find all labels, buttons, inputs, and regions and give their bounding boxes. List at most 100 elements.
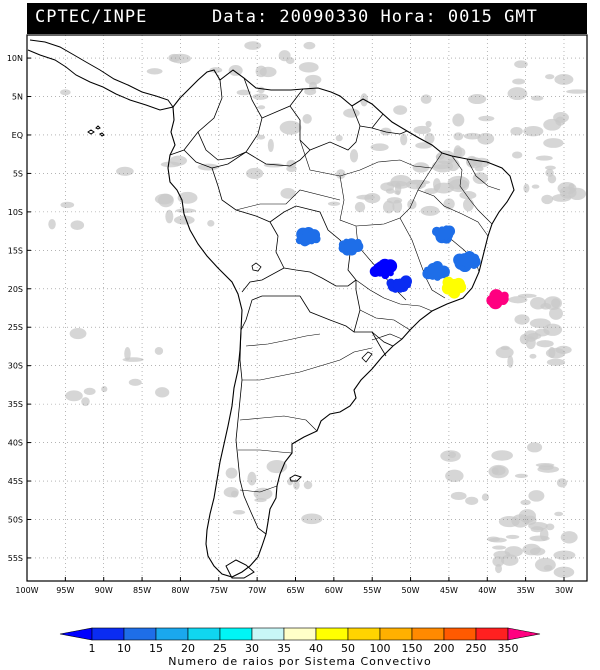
convective-system [377,263,390,276]
convective-system [446,281,459,294]
cloud-patch [477,132,495,145]
central-america-outline [27,39,174,111]
cloud-patch [364,193,381,204]
lat-label: 10N [7,54,23,63]
lat-label: 10S [8,208,23,217]
cloud-patch [225,467,238,479]
colorbar-label: 25 [213,642,227,655]
cloud-patch [466,155,478,167]
lat-label: EQ [12,131,23,140]
cloud-patch [450,491,467,501]
map-axes: 10N 5N EQ 5S 10S 15S 20S 25S 30S 35S 40S 45S 50S 55S 1… [7,34,588,595]
cloud-patch [553,550,576,560]
cloud-patch [122,357,144,362]
cloud-patch [70,220,85,230]
lon-label: 30W [555,586,573,595]
cloud-patch [468,94,487,105]
colorbar-label: 30 [245,642,259,655]
cloud-patch [535,155,553,161]
cloud-patch [266,459,288,474]
cloud-patch [382,200,395,214]
convective-system [301,232,313,245]
lon-label: 40W [478,586,496,595]
colorbar-segment [443,627,477,641]
cloud-patch [545,347,566,359]
cloud-patch [433,182,455,194]
cloud-patch [287,478,294,486]
cloud-patch [207,220,215,227]
cloud-patch [529,318,551,329]
cloud-patch [551,298,561,308]
cloud-patch [551,194,572,202]
cloud-patch [303,41,316,50]
cloud-patch [425,120,432,128]
cloud-patch [101,385,108,393]
cloud-patch [474,166,484,172]
colorbar-segment [315,627,349,641]
cloud-patch [354,201,366,213]
colorbar-segment [59,627,93,641]
cloud-patch [529,353,537,359]
cloud-patch [554,511,564,517]
cloud-patch [370,143,389,151]
cloud-patch [510,126,523,136]
cloud-patch [526,442,543,453]
cloud-patch [124,347,131,361]
cloud-patch [285,57,295,65]
map-border [26,34,588,582]
cloud-patch [527,332,542,340]
cloud-patch [514,473,528,478]
cloud-patch [253,487,273,500]
cloud-patch [293,480,300,490]
cloud-patch [244,41,262,50]
cloud-patch [537,465,560,473]
country-borders [169,77,408,535]
colorbar-label: 200 [434,642,455,655]
cloud-patch [69,327,87,340]
colorbar-segment [219,627,253,641]
lon-label: 70W [248,586,266,595]
cloud-patch [257,86,265,94]
cloud-patch [491,450,513,461]
cloud-patch [223,487,239,498]
colorbar-label: 40 [309,642,323,655]
convective-systems-layer [295,225,509,310]
cloud-patch [335,135,343,142]
cloud-patch [158,193,174,208]
cloud-patch [343,108,360,118]
cloud-patch [535,462,555,468]
cloud-patch [522,543,541,556]
map-header: CPTEC/INPE Data: 20090330 Hora: 0015 GMT [27,3,587,34]
cloud-patch [267,138,274,152]
lon-label: 35W [517,586,535,595]
cloud-patch [413,125,431,135]
cloud-patch [116,166,134,176]
convective-system [492,292,505,305]
cloud-patch [492,545,507,550]
cloud-patch [197,163,219,171]
lat-label: 45S [8,477,23,486]
colorbar-label: 50 [341,642,355,655]
lon-label: 90W [95,586,113,595]
lon-label: 50W [402,586,420,595]
cloud-patch [545,523,555,531]
lat-label: 20S [8,285,23,294]
cloud-patch [155,387,170,398]
colorbar-segment [91,627,125,641]
cloud-patch [165,209,174,224]
cloud-patch [556,478,568,488]
cloud-patch [305,74,322,85]
cloud-patch [547,174,557,184]
cloud-patch [48,219,56,230]
cloud-patch [546,358,566,366]
colorbar-segment [187,627,221,641]
lagoa-dos-patos [361,351,373,363]
lon-label: 85W [133,586,151,595]
cloud-patch [544,165,556,170]
cloud-patch [500,345,510,350]
lon-label: 75W [210,586,228,595]
cloud-patch [478,115,495,122]
cloud-patch [507,87,528,101]
cloud-patch [303,480,313,490]
